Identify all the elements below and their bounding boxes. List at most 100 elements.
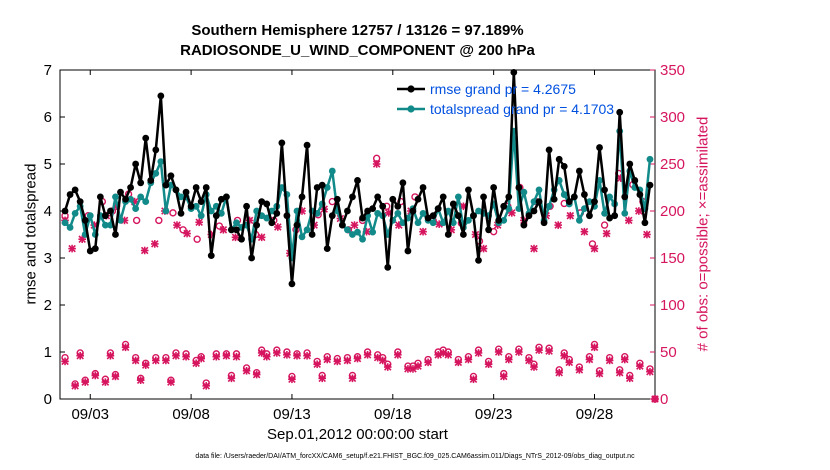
rmse-point: [202, 184, 210, 191]
totalspread-point: [500, 217, 508, 224]
assimilated-obs-point: [274, 223, 282, 231]
totalspread-point: [359, 235, 366, 243]
assimilated-obs-point: [288, 375, 296, 384]
y-tick-label-right: 350: [660, 62, 685, 79]
rmse-point: [495, 217, 503, 224]
totalspread-point: [192, 202, 200, 210]
rmse-point: [338, 221, 346, 229]
possible-obs-point: [155, 216, 163, 225]
totalspread-point: [369, 228, 377, 236]
legend-label-spread: totalspread grand pr = 4.1703: [430, 101, 614, 117]
rmse-point: [71, 186, 79, 194]
rmse-point: [359, 214, 366, 222]
assimilated-obs-point: [602, 229, 611, 238]
totalspread-point: [86, 212, 94, 220]
assimilated-obs-point: [283, 351, 291, 359]
rmse-point: [631, 177, 639, 184]
totalspread-point: [535, 186, 543, 194]
assimilated-obs-point: [419, 227, 427, 236]
y-tick-label-left: 1: [44, 344, 52, 361]
assimilated-obs-point: [372, 160, 381, 168]
totalspread-point: [454, 193, 462, 201]
y-axis-label-left: rmse and totalspread: [22, 163, 40, 305]
totalspread-point: [137, 193, 145, 201]
totalspread-point: [429, 219, 437, 227]
rmse-point: [233, 226, 240, 234]
x-tick-label: 09/03: [71, 406, 109, 423]
y-tick-label-right: 200: [660, 203, 685, 220]
rmse-point: [485, 226, 493, 234]
assimilated-obs-point: [620, 355, 629, 364]
totalspread-point: [142, 198, 150, 206]
rmse-point: [132, 160, 140, 168]
assimilated-obs-point: [350, 221, 359, 229]
rmse-point: [313, 184, 321, 191]
assimilated-obs-point: [615, 368, 624, 377]
assimilated-obs-point: [525, 356, 533, 365]
rmse-point: [449, 200, 457, 208]
rmse-point: [328, 212, 336, 220]
rmse-point: [217, 195, 225, 203]
rmse-point: [283, 212, 291, 220]
assimilated-obs-point: [499, 372, 508, 381]
totalspread-point: [278, 184, 286, 191]
assimilated-obs-point: [348, 374, 357, 383]
rmse-point: [535, 198, 543, 206]
assimilated-obs-point: [152, 356, 160, 365]
totalspread-point: [394, 209, 402, 217]
rmse-point: [212, 212, 220, 220]
rmse-point: [81, 217, 89, 224]
assimilated-obs-point: [646, 367, 654, 376]
rmse-point: [157, 92, 165, 100]
rmse-point: [293, 221, 301, 229]
rmse-point: [66, 191, 74, 198]
assimilated-obs-point: [545, 347, 553, 355]
assimilated-obs-point: [293, 351, 301, 360]
rmse-point: [101, 212, 109, 220]
totalspread-point: [606, 193, 614, 201]
rmse-point: [530, 207, 538, 215]
totalspread-point: [132, 205, 140, 213]
assimilated-obs-point: [167, 378, 175, 386]
assimilated-obs-point: [454, 358, 463, 367]
totalspread-point: [465, 217, 472, 224]
assimilated-obs-point: [197, 354, 205, 363]
y-tick-label-left: 3: [44, 250, 52, 267]
assimilated-obs-point: [172, 351, 180, 360]
totalspread-point: [646, 155, 654, 163]
assimilated-obs-point: [140, 246, 149, 255]
rmse-point: [424, 214, 432, 222]
rmse-point: [636, 191, 644, 198]
rmse-point: [333, 195, 341, 203]
y-axis-label-right: # of obs: o=possible; ×=assimilated: [694, 116, 712, 352]
rmse-point: [626, 160, 634, 168]
rmse-point: [434, 205, 442, 213]
assimilated-obs-point: [195, 218, 203, 227]
rmse-point: [591, 198, 598, 206]
rmse-point: [142, 134, 150, 142]
rmse-point: [192, 184, 200, 191]
totalspread-point: [621, 209, 629, 217]
possible-obs-point: [179, 226, 187, 234]
assimilated-obs-point: [424, 358, 432, 367]
rmse-point: [238, 235, 245, 243]
rmse-point: [384, 264, 392, 271]
rmse-point: [127, 184, 134, 191]
totalspread-point: [545, 202, 553, 210]
assimilated-obs-point: [323, 355, 332, 364]
rmse-point: [152, 146, 160, 154]
assimilated-obs-point: [535, 346, 543, 354]
rmse-point: [369, 205, 377, 213]
rmse-point: [394, 202, 402, 210]
x-axis-label: Sep.01,2012 00:00:00 start: [267, 426, 448, 443]
totalspread-point: [263, 214, 271, 222]
totalspread-point: [162, 207, 170, 215]
rmse-point: [187, 202, 195, 210]
assimilated-obs-point: [141, 361, 150, 369]
assimilated-obs-point: [219, 226, 228, 234]
assimilated-obs-point: [227, 374, 236, 383]
assimilated-obs-point: [183, 229, 191, 238]
rmse-point: [389, 195, 397, 203]
assimilated-obs-point: [494, 348, 503, 356]
assimilated-obs-point: [636, 362, 644, 370]
